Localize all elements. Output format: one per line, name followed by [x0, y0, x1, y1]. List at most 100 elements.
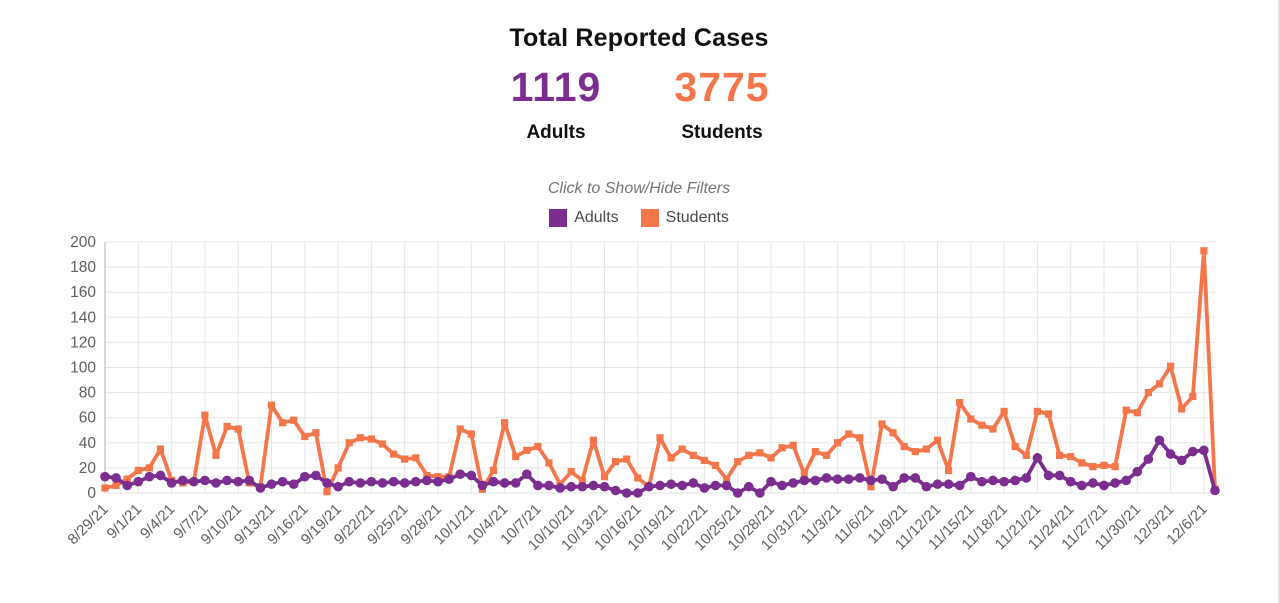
adults-point[interactable] — [111, 473, 121, 483]
adults-point[interactable] — [732, 488, 743, 498]
adults-point[interactable] — [1032, 453, 1043, 463]
adults-point[interactable] — [655, 480, 665, 491]
adults-point[interactable] — [1121, 475, 1131, 486]
students-point[interactable] — [1178, 405, 1186, 413]
students-point[interactable] — [678, 445, 686, 453]
adults-point[interactable] — [799, 475, 810, 486]
adults-series[interactable] — [100, 435, 1220, 498]
students-point[interactable] — [467, 430, 475, 438]
adults-point[interactable] — [277, 476, 288, 487]
students-point[interactable] — [1155, 380, 1164, 388]
adults-point[interactable] — [510, 478, 521, 488]
adults-point[interactable] — [910, 473, 921, 483]
adults-point[interactable] — [666, 479, 676, 490]
adults-point[interactable] — [466, 470, 477, 481]
adults-point[interactable] — [166, 478, 177, 488]
students-point[interactable] — [1089, 463, 1097, 471]
students-point[interactable] — [967, 415, 975, 423]
adults-point[interactable] — [566, 481, 576, 492]
adults-point[interactable] — [388, 476, 399, 487]
adults-point[interactable] — [677, 480, 687, 491]
adults-point[interactable] — [1043, 470, 1054, 481]
students-point[interactable] — [578, 476, 586, 485]
students-point[interactable] — [412, 454, 420, 462]
students-point[interactable] — [1011, 442, 1019, 451]
students-point[interactable] — [700, 456, 708, 464]
adults-point[interactable] — [100, 471, 110, 482]
students-point[interactable] — [523, 446, 531, 454]
students-point[interactable] — [612, 458, 620, 466]
adults-point[interactable] — [366, 476, 377, 487]
adults-point[interactable] — [577, 481, 588, 492]
adults-point[interactable] — [144, 471, 155, 482]
students-point[interactable] — [223, 422, 231, 431]
adults-point[interactable] — [1088, 478, 1098, 488]
students-point[interactable] — [534, 442, 542, 451]
adults-point[interactable] — [633, 488, 643, 498]
students-point[interactable] — [1133, 409, 1141, 417]
adults-point[interactable] — [344, 476, 355, 487]
students-point[interactable] — [345, 439, 353, 447]
students-point[interactable] — [456, 425, 464, 433]
adults-point[interactable] — [488, 476, 499, 487]
legend-item-adults[interactable]: Adults — [549, 209, 619, 227]
students-point[interactable] — [101, 484, 109, 492]
students-point[interactable] — [312, 429, 320, 437]
adults-point[interactable] — [621, 488, 632, 498]
adults-point[interactable] — [1210, 485, 1220, 496]
students-point[interactable] — [723, 475, 731, 483]
adults-point[interactable] — [1199, 445, 1209, 456]
students-point[interactable] — [689, 451, 697, 459]
adults-point[interactable] — [788, 478, 798, 488]
adults-point[interactable] — [311, 470, 321, 481]
students-point[interactable] — [922, 445, 930, 453]
adults-point[interactable] — [444, 474, 454, 484]
students-point[interactable] — [1167, 362, 1175, 370]
students-point[interactable] — [956, 399, 964, 407]
students-point[interactable] — [845, 430, 853, 438]
students-point[interactable] — [634, 474, 642, 482]
students-point[interactable] — [867, 483, 875, 491]
students-point[interactable] — [600, 473, 609, 481]
adults-point[interactable] — [588, 480, 599, 491]
adults-point[interactable] — [866, 475, 876, 486]
students-point[interactable] — [900, 442, 908, 451]
students-point[interactable] — [134, 466, 142, 475]
adults-point[interactable] — [888, 481, 898, 492]
students-point[interactable] — [489, 466, 498, 475]
adults-point[interactable] — [122, 480, 132, 491]
adults-point[interactable] — [200, 475, 210, 486]
students-point[interactable] — [623, 455, 631, 463]
students-point[interactable] — [512, 453, 520, 461]
students-point[interactable] — [734, 458, 742, 466]
students-point[interactable] — [800, 470, 808, 478]
students-line[interactable] — [103, 248, 1217, 494]
students-point[interactable] — [1000, 407, 1008, 416]
adults-point[interactable] — [377, 478, 388, 488]
students-point[interactable] — [1200, 247, 1208, 255]
students-point[interactable] — [501, 419, 509, 427]
adults-point[interactable] — [755, 488, 765, 498]
students-point[interactable] — [301, 432, 309, 441]
adults-point[interactable] — [1110, 478, 1120, 488]
students-point[interactable] — [434, 473, 442, 481]
adults-point[interactable] — [999, 476, 1009, 487]
students-point[interactable] — [1067, 453, 1075, 461]
adults-point[interactable] — [211, 478, 221, 488]
adults-point[interactable] — [721, 480, 732, 491]
adults-point[interactable] — [1077, 480, 1087, 491]
adults-point[interactable] — [399, 478, 410, 488]
students-point[interactable] — [1078, 459, 1086, 467]
adults-point[interactable] — [411, 476, 421, 487]
students-point[interactable] — [589, 436, 597, 444]
students-point[interactable] — [911, 447, 919, 456]
students-point[interactable] — [711, 461, 720, 469]
students-point[interactable] — [889, 429, 897, 437]
adults-point[interactable] — [1010, 475, 1020, 486]
students-point[interactable] — [978, 421, 986, 429]
adults-point[interactable] — [843, 474, 854, 484]
students-point[interactable] — [789, 441, 797, 449]
adults-point[interactable] — [744, 481, 754, 492]
adults-point[interactable] — [699, 483, 710, 493]
students-point[interactable] — [1056, 451, 1064, 459]
